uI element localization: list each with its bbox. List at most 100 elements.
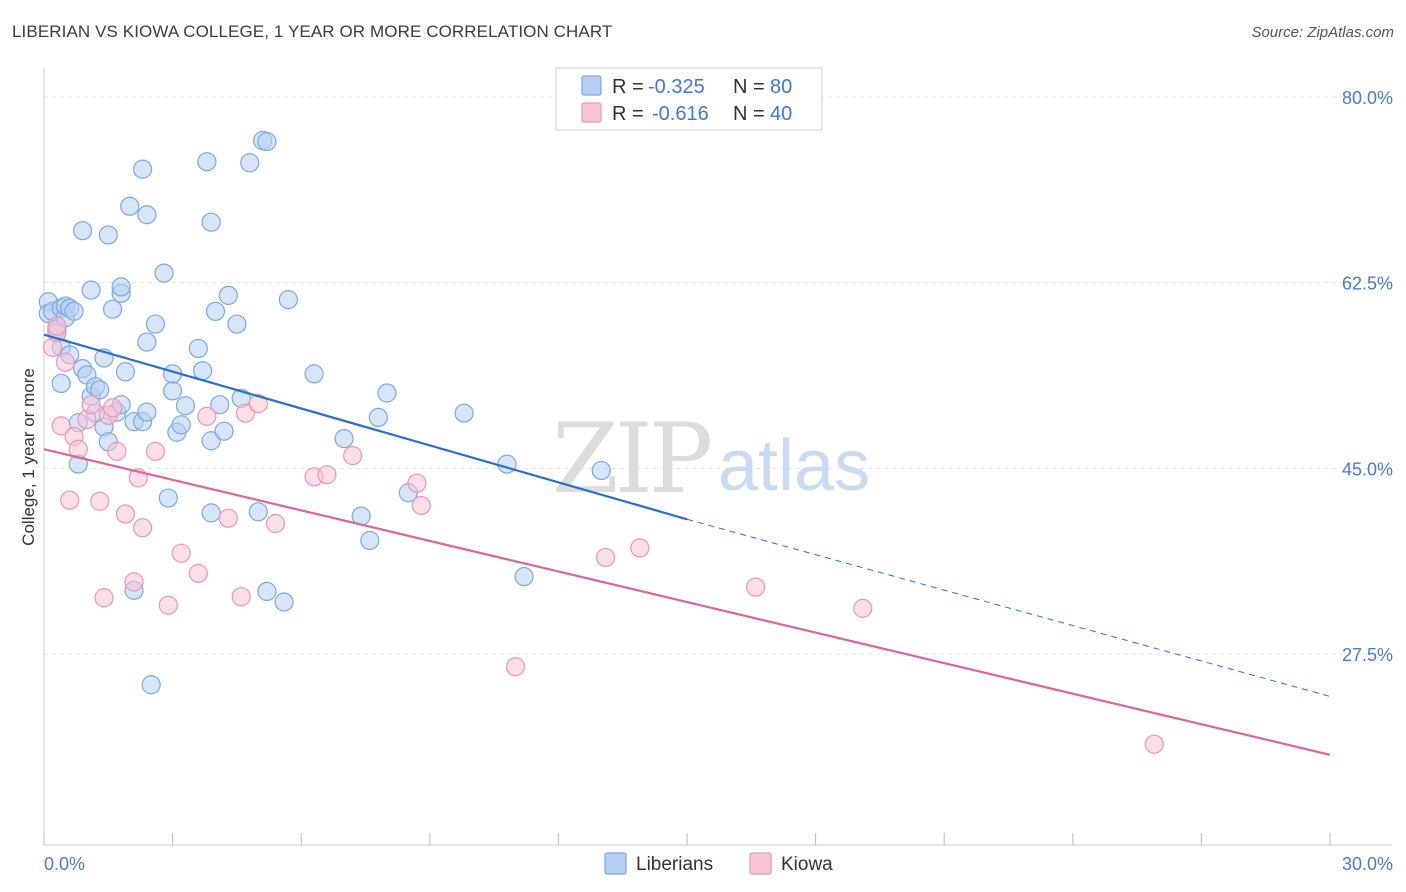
- y-tick-label-3: 80.0%: [1342, 88, 1393, 108]
- legend-n-label-liberians: N =: [733, 76, 765, 98]
- kiowa-point-9: [81, 395, 101, 415]
- kiowa-point-19: [145, 441, 166, 461]
- liberians-point-6: [51, 373, 71, 394]
- kiowa-point-32: [407, 473, 427, 493]
- y-tick-label-1: 45.0%: [1342, 459, 1393, 479]
- kiowa-point-28: [265, 513, 286, 534]
- kiowa-point-31: [343, 446, 363, 466]
- bottom-legend-label-kiowa: Kiowa: [781, 854, 833, 875]
- liberians-point-27: [102, 299, 123, 319]
- watermark-atlas: atlas: [718, 426, 870, 506]
- liberians-point-42: [145, 314, 166, 334]
- liberians-point-67: [274, 592, 294, 612]
- kiowa-point-27: [248, 394, 268, 414]
- kiowa-point-16: [124, 572, 144, 592]
- liberians-point-39: [137, 402, 157, 422]
- kiowa-point-4: [55, 352, 76, 372]
- watermark-zip: ZIP: [552, 403, 711, 515]
- liberians-point-31: [111, 277, 131, 297]
- series-liberians: [38, 130, 611, 695]
- liberians-point-38: [137, 205, 157, 225]
- legend-n-value-kiowa: 40: [770, 103, 792, 125]
- kiowa-point-22: [188, 563, 208, 583]
- kiowa-point-21: [171, 543, 191, 563]
- liberians-point-69: [304, 364, 324, 384]
- liberians-point-73: [368, 407, 388, 428]
- bottom-legend-swatch-liberians: [604, 852, 627, 875]
- legend-swatch-kiowa: [581, 102, 602, 123]
- liberians-point-70: [334, 429, 354, 449]
- kiowa-point-15: [115, 504, 136, 524]
- kiowa-point-35: [595, 547, 616, 568]
- liberians-point-59: [218, 285, 238, 305]
- trend-line-liberians: [43, 333, 688, 521]
- kiowa-point-34: [505, 657, 526, 677]
- liberians-point-40: [137, 332, 157, 352]
- watermark: ZIP atlas: [552, 403, 870, 515]
- bottom-legend-label-liberians: Liberians: [636, 854, 713, 875]
- bottom-legend-swatch-kiowa: [749, 852, 772, 875]
- kiowa-point-5: [60, 490, 80, 510]
- kiowa-point-39: [1144, 734, 1164, 754]
- source-label: Source: ZipAtlas.com: [1251, 24, 1394, 41]
- liberians-point-43: [154, 263, 174, 283]
- kiowa-point-26: [235, 403, 256, 423]
- liberians-point-44: [158, 488, 178, 508]
- trend-line-kiowa: [43, 448, 1331, 756]
- liberians-point-32: [115, 362, 136, 382]
- trend-lines: [43, 333, 1331, 756]
- legend-r-label-kiowa: R =: [612, 103, 644, 125]
- liberians-point-41: [141, 675, 161, 695]
- liberians-point-65: [257, 131, 277, 152]
- x-tick-labels: 0.0% 30.0%: [44, 854, 1393, 874]
- kiowa-point-38: [853, 598, 873, 618]
- y-tick-label-0: 27.5%: [1342, 645, 1393, 665]
- axes: [43, 68, 1392, 846]
- liberians-point-19: [81, 280, 101, 300]
- kiowa-point-11: [94, 588, 114, 608]
- kiowa-point-3: [51, 416, 71, 436]
- liberians-point-72: [360, 530, 380, 551]
- legend-swatch-liberians: [581, 75, 602, 96]
- liberians-point-33: [120, 196, 140, 216]
- kiowa-point-23: [197, 406, 217, 426]
- liberians-point-12: [64, 301, 84, 321]
- liberians-point-45: [163, 381, 183, 401]
- trend-line-liberians-extension: [686, 518, 1331, 697]
- liberians-point-52: [197, 152, 217, 172]
- x-tick-label-0: 0.0%: [44, 854, 85, 874]
- legend-r-value-liberians: -0.325: [648, 76, 705, 98]
- y-tick-label-2: 62.5%: [1342, 274, 1393, 294]
- kiowa-point-24: [218, 508, 238, 528]
- liberians-point-55: [201, 431, 221, 451]
- kiowa-point-25: [231, 587, 251, 607]
- liberians-point-63: [248, 502, 268, 522]
- x-tick-label-1: 30.0%: [1342, 854, 1393, 874]
- y-tick-labels: 27.5% 45.0% 62.5% 80.0%: [1342, 88, 1393, 665]
- liberians-point-78: [514, 566, 534, 587]
- kiowa-point-36: [630, 538, 650, 558]
- liberians-point-37: [132, 159, 153, 179]
- liberians-point-22: [90, 380, 110, 400]
- liberians-point-66: [257, 581, 277, 602]
- liberians-point-16: [72, 221, 93, 241]
- liberians-point-56: [205, 301, 226, 321]
- kiowa-point-30: [317, 465, 337, 485]
- liberians-point-58: [214, 421, 234, 441]
- series-legend: Liberians Kiowa: [604, 852, 833, 875]
- liberians-point-68: [278, 290, 298, 310]
- liberians-point-62: [240, 153, 260, 173]
- liberians-point-79: [591, 460, 611, 481]
- chart-title: LIBERIAN VS KIOWA COLLEGE, 1 YEAR OR MOR…: [12, 22, 613, 41]
- kiowa-point-10: [90, 491, 110, 511]
- liberians-point-60: [227, 314, 247, 334]
- liberians-point-54: [201, 503, 221, 523]
- kiowa-point-20: [158, 595, 178, 615]
- liberians-point-76: [454, 403, 474, 423]
- series-kiowa: [42, 316, 1164, 754]
- kiowa-point-37: [745, 577, 766, 597]
- legend-r-value-kiowa: -0.616: [652, 103, 709, 125]
- liberians-point-74: [377, 383, 397, 403]
- kiowa-point-33: [411, 495, 431, 516]
